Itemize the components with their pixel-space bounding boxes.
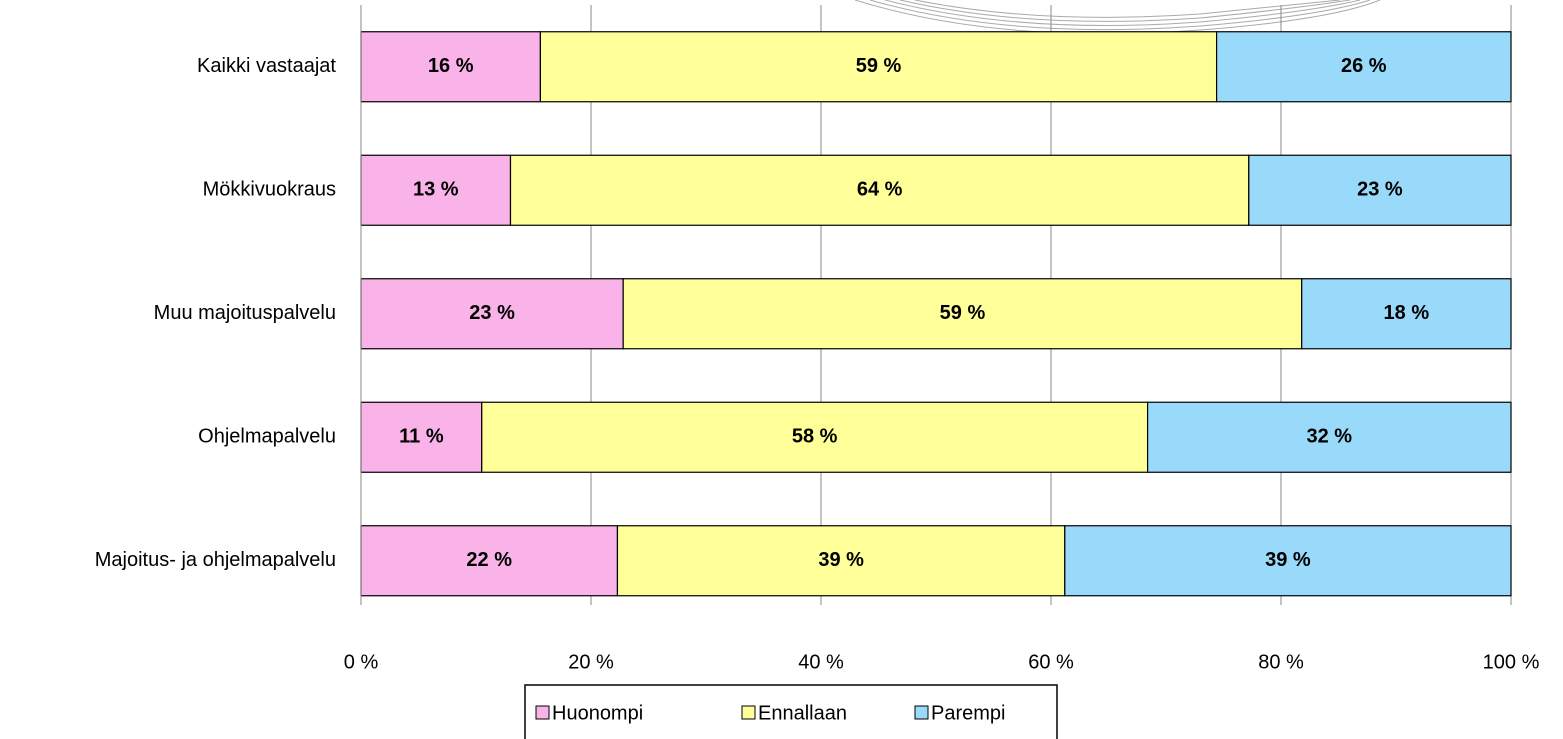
- decoration: [855, 0, 1380, 34]
- x-tick-label: 100 %: [1483, 651, 1540, 673]
- value-label: 22 %: [466, 549, 512, 571]
- y-tick-label: Kaikki vastaajat: [197, 55, 336, 77]
- legend-label: Parempi: [931, 702, 1005, 724]
- value-label: 23 %: [1357, 179, 1403, 201]
- value-label: 39 %: [818, 549, 864, 571]
- legend-label: Huonompi: [552, 702, 643, 724]
- x-tick-label: 20 %: [568, 651, 614, 673]
- value-label: 11 %: [399, 426, 444, 448]
- value-label: 59 %: [940, 302, 986, 324]
- value-label: 64 %: [857, 179, 903, 201]
- page: {"chart_data": {"type": "stacked-barh", …: [0, 0, 1563, 739]
- value-label: 32 %: [1307, 426, 1353, 448]
- x-tick-label: 40 %: [798, 651, 844, 673]
- y-tick-label: Muu majoituspalvelu: [154, 302, 336, 324]
- x-tick-label: 0 %: [344, 651, 379, 673]
- x-tick-label: 80 %: [1258, 651, 1304, 673]
- legend-label: Ennallaan: [758, 702, 847, 724]
- legend-swatch: [742, 706, 755, 719]
- y-tick-label: Ohjelmapalvelu: [198, 426, 336, 448]
- legend-swatch: [915, 706, 928, 719]
- value-label: 26 %: [1341, 55, 1387, 77]
- legend-swatch: [536, 706, 549, 719]
- x-tick-label: 60 %: [1028, 651, 1074, 673]
- value-label: 16 %: [428, 55, 474, 77]
- y-tick-label: Majoitus- ja ohjelmapalvelu: [95, 549, 336, 571]
- value-label: 13 %: [413, 179, 459, 201]
- value-label: 58 %: [792, 426, 838, 448]
- value-label: 18 %: [1384, 302, 1430, 324]
- y-tick-label: Mökkivuokraus: [203, 179, 336, 201]
- value-label: 39 %: [1265, 549, 1311, 571]
- value-label: 23 %: [469, 302, 515, 324]
- value-label: 59 %: [856, 55, 902, 77]
- chart: 0 % 20 % 40 % 60 % 80 % 100 % Kaikki vastaajat…: [0, 0, 1563, 739]
